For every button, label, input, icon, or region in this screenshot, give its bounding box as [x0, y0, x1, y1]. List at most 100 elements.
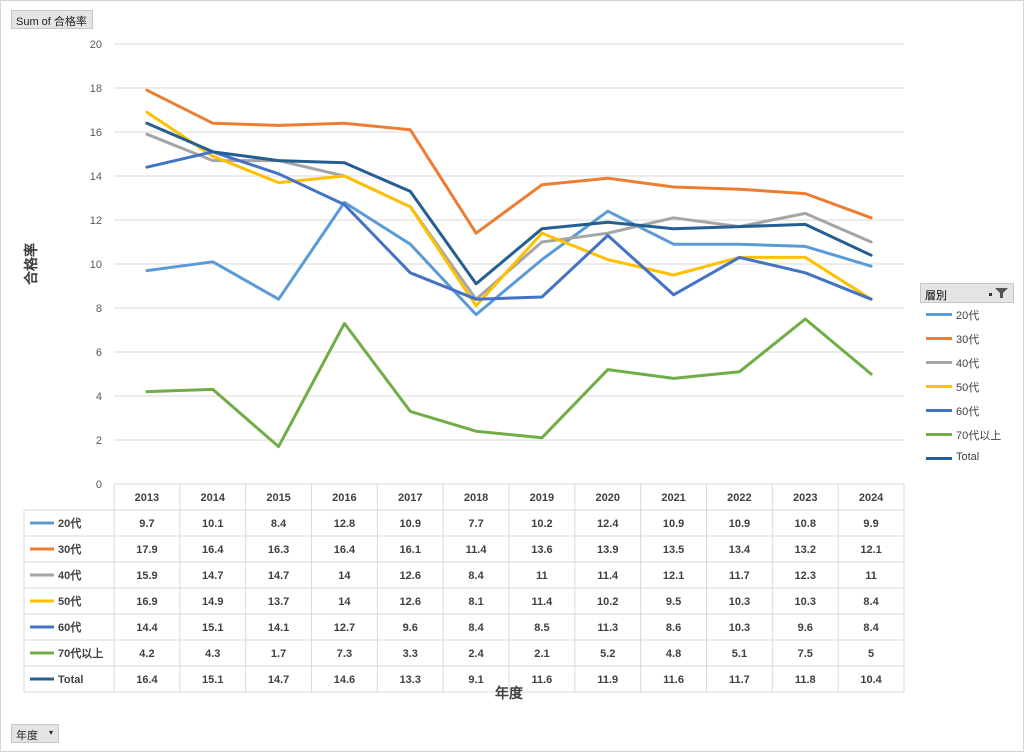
y-axis-title: 合格率 — [23, 243, 39, 285]
y-tick-label: 10 — [90, 259, 102, 271]
table-cell: 10.8 — [795, 518, 816, 530]
table-cell: 13.3 — [400, 674, 421, 686]
table-cell: 16.1 — [400, 544, 421, 556]
table-series-label: 60代 — [58, 620, 81, 634]
table-cell: 11.6 — [532, 674, 553, 686]
table-cell: 14.6 — [334, 674, 355, 686]
table-cell: 14.7 — [268, 570, 289, 582]
table-cell: 7.5 — [798, 648, 813, 660]
legend-label: 40代 — [956, 358, 980, 370]
y-tick-label: 12 — [90, 215, 102, 227]
table-cell: 4.2 — [139, 648, 154, 660]
x-category-label: 2022 — [727, 492, 751, 504]
x-category-label: 2024 — [859, 492, 884, 504]
legend-swatch — [926, 433, 952, 436]
table-series-label: 30代 — [58, 542, 81, 556]
legend-label: 60代 — [956, 406, 980, 418]
table-cell: 8.4 — [863, 622, 879, 634]
filter-icon[interactable] — [989, 287, 1009, 299]
table-cell: 8.4 — [271, 518, 287, 530]
x-category-label: 2015 — [266, 492, 290, 504]
x-category-label: 2013 — [135, 492, 159, 504]
legend-title: 層別 — [925, 290, 947, 302]
table-cell: 14 — [338, 596, 351, 608]
axis-field-label: 年度 — [16, 730, 38, 742]
x-category-label: 2016 — [332, 492, 356, 504]
dropdown-arrow-icon: ▾ — [48, 728, 53, 737]
table-cell: 14 — [338, 570, 351, 582]
x-category-label: 2019 — [530, 492, 554, 504]
table-series-label: 70代以上 — [58, 646, 103, 660]
axis-field-button[interactable]: 年度 ▾ — [11, 724, 59, 743]
table-cell: 14.1 — [268, 622, 289, 634]
table-cell: 16.4 — [202, 544, 224, 556]
table-cell: 11.3 — [597, 622, 618, 634]
table-cell: 11.9 — [597, 674, 618, 686]
table-cell: 13.4 — [729, 544, 751, 556]
y-tick-label: 2 — [96, 435, 102, 447]
y-tick-label: 6 — [96, 347, 102, 359]
y-tick-label: 16 — [90, 127, 102, 139]
y-tick-label: 14 — [90, 171, 102, 183]
table-cell: 7.7 — [468, 518, 483, 530]
table-cell: 5.2 — [600, 648, 615, 660]
x-axis-title: 年度 — [495, 685, 524, 701]
x-category-label: 2021 — [661, 492, 685, 504]
table-cell: 12.8 — [334, 518, 355, 530]
table-cell: 8.4 — [468, 570, 484, 582]
table-cell: 11.7 — [729, 570, 750, 582]
table-cell: 10.3 — [729, 596, 750, 608]
table-cell: 16.4 — [136, 674, 158, 686]
x-category-label: 2018 — [464, 492, 488, 504]
table-series-label: 50代 — [58, 594, 81, 608]
table-cell: 9.6 — [403, 622, 418, 634]
legend-swatch — [926, 313, 952, 316]
table-cell: 12.1 — [860, 544, 881, 556]
table-cell: 13.6 — [531, 544, 552, 556]
x-category-label: 2014 — [201, 492, 226, 504]
table-cell: 15.1 — [202, 622, 223, 634]
table-cell: 14.4 — [136, 622, 158, 634]
legend-swatch — [926, 361, 952, 364]
legend-label: 20代 — [956, 310, 980, 322]
table-cell: 13.2 — [795, 544, 816, 556]
table-cell: 8.1 — [468, 596, 483, 608]
table-cell: 17.9 — [136, 544, 157, 556]
legend-swatch — [926, 409, 952, 412]
table-cell: 5 — [868, 648, 874, 660]
table-cell: 10.9 — [400, 518, 421, 530]
table-cell: 11.4 — [532, 596, 554, 608]
table-series-label: 40代 — [58, 568, 81, 582]
series-line-30代 — [145, 88, 873, 235]
table-cell: 9.1 — [468, 674, 483, 686]
table-cell: 12.4 — [597, 518, 619, 530]
table-cell: 13.5 — [663, 544, 684, 556]
y-tick-label: 18 — [90, 83, 102, 95]
table-cell: 11.4 — [597, 570, 619, 582]
series-line-Total — [145, 121, 873, 286]
table-cell: 10.3 — [795, 596, 816, 608]
table-cell: 10.9 — [663, 518, 684, 530]
table-cell: 16.4 — [334, 544, 356, 556]
table-series-label: 20代 — [58, 516, 81, 530]
table-cell: 7.3 — [337, 648, 352, 660]
legend-label: 70代以上 — [956, 430, 1002, 442]
table-cell: 11.8 — [795, 674, 816, 686]
legend-field-button[interactable]: 層別 — [920, 283, 1014, 303]
table-cell: 2.4 — [468, 648, 484, 660]
table-series-label: Total — [58, 674, 83, 686]
legend-swatch — [926, 457, 952, 460]
table-cell: 12.7 — [334, 622, 355, 634]
legend-label: 30代 — [956, 334, 980, 346]
table-cell: 10.4 — [860, 674, 882, 686]
table-cell: 10.1 — [202, 518, 223, 530]
value-field-button[interactable]: Sum of 合格率 — [11, 10, 93, 29]
table-cell: 14.7 — [202, 570, 223, 582]
y-tick-label: 8 — [96, 303, 102, 315]
table-cell: 9.9 — [863, 518, 878, 530]
table-cell: 3.3 — [403, 648, 418, 660]
table-cell: 11.4 — [466, 544, 488, 556]
y-tick-label: 20 — [90, 39, 102, 51]
y-tick-label: 0 — [96, 479, 102, 491]
